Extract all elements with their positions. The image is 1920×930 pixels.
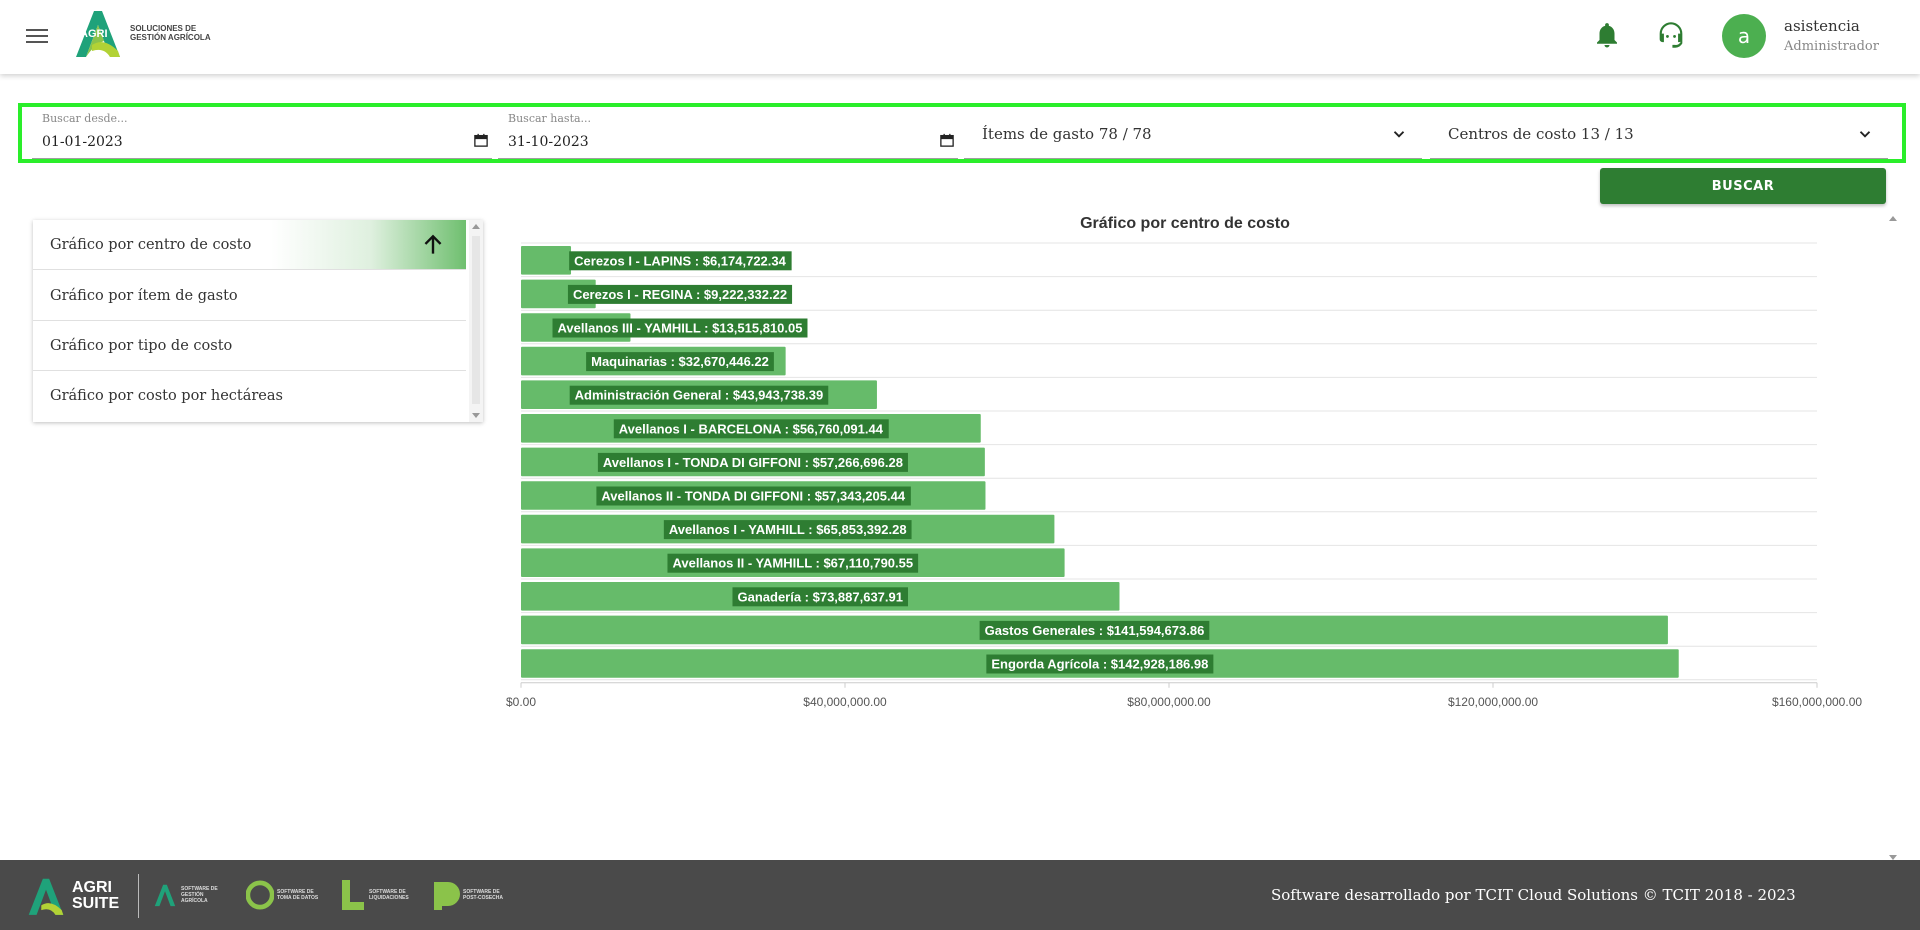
bar-label-background (663, 520, 912, 540)
menu-item-cost-per-hectare[interactable]: Gráfico por costo por hectáreas (33, 371, 466, 421)
agri-logo-mark-icon: AGRI (76, 11, 120, 57)
cost-centers-select[interactable]: Centros de costo 13 / 13 (1430, 107, 1888, 159)
bar-data-label: Cerezos I - REGINA : $9,222,332.22 (573, 287, 787, 302)
date-to-label: Buscar hasta... (508, 112, 592, 125)
date-to-value[interactable]: 31-10-2023 (508, 134, 589, 150)
product-caption: SOFTWARE DE TOMA DE DATOS (277, 889, 319, 901)
footer-brand-bottom: SUITE (72, 895, 120, 912)
bar-data-label: Maquinarias : $32,670,446.22 (591, 354, 769, 369)
scroll-down-icon[interactable] (472, 413, 480, 418)
scroll-up-icon[interactable] (472, 224, 480, 229)
user-avatar[interactable]: a (1722, 14, 1766, 58)
agrisuite-mark-icon (28, 878, 64, 915)
data-product-icon (246, 880, 274, 910)
arrow-up-icon[interactable] (420, 232, 446, 258)
bar-data-label: Avellanos II - TONDA DI GIFFONI : $57,34… (601, 489, 905, 504)
footer-divider (138, 874, 139, 918)
bar-label-background (596, 486, 911, 506)
liquidations-product-icon (342, 880, 364, 910)
agrisuite-logo[interactable]: AGRI SUITE (24, 874, 119, 918)
menu-item-cost-center[interactable]: Gráfico por centro de costo (33, 220, 466, 270)
bar-label-background (586, 352, 774, 372)
date-to-field[interactable]: Buscar hasta... 31-10-2023 (498, 107, 958, 159)
menu-item-label: Gráfico por ítem de gasto (50, 288, 238, 304)
chevron-down-icon[interactable] (1390, 125, 1408, 143)
product-logo-data[interactable]: SOFTWARE DE TOMA DE DATOS (246, 880, 319, 910)
bar-data-label: Gastos Generales : $141,594,673.86 (985, 623, 1205, 638)
menu-scrollbar[interactable] (469, 220, 483, 422)
bar-label-background (567, 284, 793, 304)
cost-centers-value: Centros de costo 13 / 13 (1448, 125, 1634, 143)
date-from-label: Buscar desde... (42, 112, 128, 125)
bar-data-label: Engorda Agrícola : $142,928,186.98 (991, 657, 1208, 672)
bar-data-label: Avellanos II - YAMHILL : $67,110,790.55 (672, 556, 913, 571)
bar-label-background (986, 654, 1214, 674)
agri-logo[interactable]: AGRI SOLUCIONES DE GESTIÓN AGRÍCOLA (70, 6, 230, 60)
date-from-value[interactable]: 01-01-2023 (42, 134, 123, 150)
bar-label-background (613, 419, 889, 439)
chevron-down-icon[interactable] (1856, 125, 1874, 143)
search-button[interactable]: BUSCAR (1600, 168, 1886, 204)
product-logo-postharvest[interactable]: SOFTWARE DE POST-COSECHA (432, 880, 505, 910)
bar-data-label: Avellanos III - YAMHILL : $13,515,810.05 (558, 321, 803, 336)
menu-item-expense-item[interactable]: Gráfico por ítem de gasto (33, 271, 466, 321)
date-from-field[interactable]: Buscar desde... 01-01-2023 (32, 107, 492, 159)
expense-items-select[interactable]: Ítems de gasto 78 / 78 (964, 107, 1422, 159)
filter-bar: Buscar desde... 01-01-2023 Buscar hasta.… (18, 103, 1906, 163)
product-logo-liquidations[interactable]: SOFTWARE DE LIQUIDACIONES (340, 880, 411, 910)
x-tick-label: $160,000,000.00 (1772, 695, 1862, 709)
x-tick-label: $40,000,000.00 (803, 695, 887, 709)
expense-items-value: Ítems de gasto 78 / 78 (982, 125, 1152, 143)
user-role: Administrador (1784, 39, 1879, 54)
bar-data-label: Ganadería : $73,887,637.91 (737, 589, 903, 604)
footer-copyright: Software desarrollado por TCIT Cloud Sol… (1271, 886, 1796, 904)
calendar-icon[interactable] (474, 133, 488, 147)
x-tick-label: $0.00 (506, 695, 536, 709)
bar-label-background (667, 553, 919, 573)
scrollbar-thumb[interactable] (472, 236, 480, 404)
bar-data-label: Avellanos I - BARCELONA : $56,760,091.44 (619, 421, 884, 436)
chart-bar[interactable] (521, 246, 572, 275)
menu-item-label: Gráfico por costo por hectáreas (50, 388, 283, 404)
product-caption: SOFTWARE DE GESTIÓN AGRÍCOLA (181, 886, 218, 904)
logo-tagline: SOLUCIONES DE GESTIÓN AGRÍCOLA (130, 24, 211, 42)
notifications-bell-icon[interactable] (1592, 20, 1622, 50)
bar-label-background (979, 620, 1210, 640)
product-caption: SOFTWARE DE POST-COSECHA (463, 889, 504, 901)
bar-label-background (569, 385, 829, 405)
menu-item-label: Gráfico por tipo de costo (50, 338, 233, 354)
product-logo-agri[interactable]: SOFTWARE DE GESTIÓN AGRÍCOLA (152, 880, 223, 910)
scroll-down-icon[interactable] (1889, 855, 1897, 860)
postharvest-product-icon (434, 882, 460, 910)
x-tick-label: $120,000,000.00 (1448, 695, 1538, 709)
bar-data-label: Administración General : $43,943,738.39 (575, 388, 824, 403)
menu-item-cost-type[interactable]: Gráfico por tipo de costo (33, 321, 466, 371)
agri-product-icon (154, 884, 176, 907)
support-agent-icon[interactable] (1654, 18, 1688, 52)
menu-item-label: Gráfico por centro de costo (50, 237, 252, 253)
product-caption: SOFTWARE DE LIQUIDACIONES (369, 889, 409, 901)
bar-chart-svg: Cerezos I - LAPINS : $6,174,722.34 Cerezo… (506, 242, 1862, 709)
cost-center-chart: Gráfico por centro de costo Cerezos I - … (500, 210, 1900, 860)
bar-data-label: Avellanos I - TONDA DI GIFFONI : $57,266… (603, 455, 903, 470)
scroll-up-icon[interactable] (1889, 216, 1897, 221)
bar-data-label: Cerezos I - LAPINS : $6,174,722.34 (574, 253, 786, 268)
bar-label-background (569, 251, 792, 271)
x-tick-label: $80,000,000.00 (1127, 695, 1211, 709)
bar-label-background (597, 452, 908, 472)
logo-word: AGRI (80, 28, 108, 40)
top-header: AGRI SOLUCIONES DE GESTIÓN AGRÍCOLA a as… (0, 0, 1920, 74)
calendar-icon[interactable] (940, 133, 954, 147)
user-name[interactable]: asistencia (1784, 17, 1860, 35)
hamburger-menu-icon[interactable] (24, 26, 50, 46)
footer: AGRI SUITE SOFTWARE DE GESTIÓN AGRÍCOLA … (0, 860, 1920, 930)
footer-brand-top: AGRI (72, 879, 112, 896)
bar-label-background (732, 587, 909, 607)
bar-label-background (552, 318, 808, 338)
chart-type-menu: Gráfico por centro de costo Gráfico por … (33, 220, 483, 422)
bar-data-label: Avellanos I - YAMHILL : $65,853,392.28 (669, 522, 907, 537)
chart-title: Gráfico por centro de costo (1080, 215, 1290, 232)
chart-scrollbar[interactable] (1886, 210, 1900, 860)
